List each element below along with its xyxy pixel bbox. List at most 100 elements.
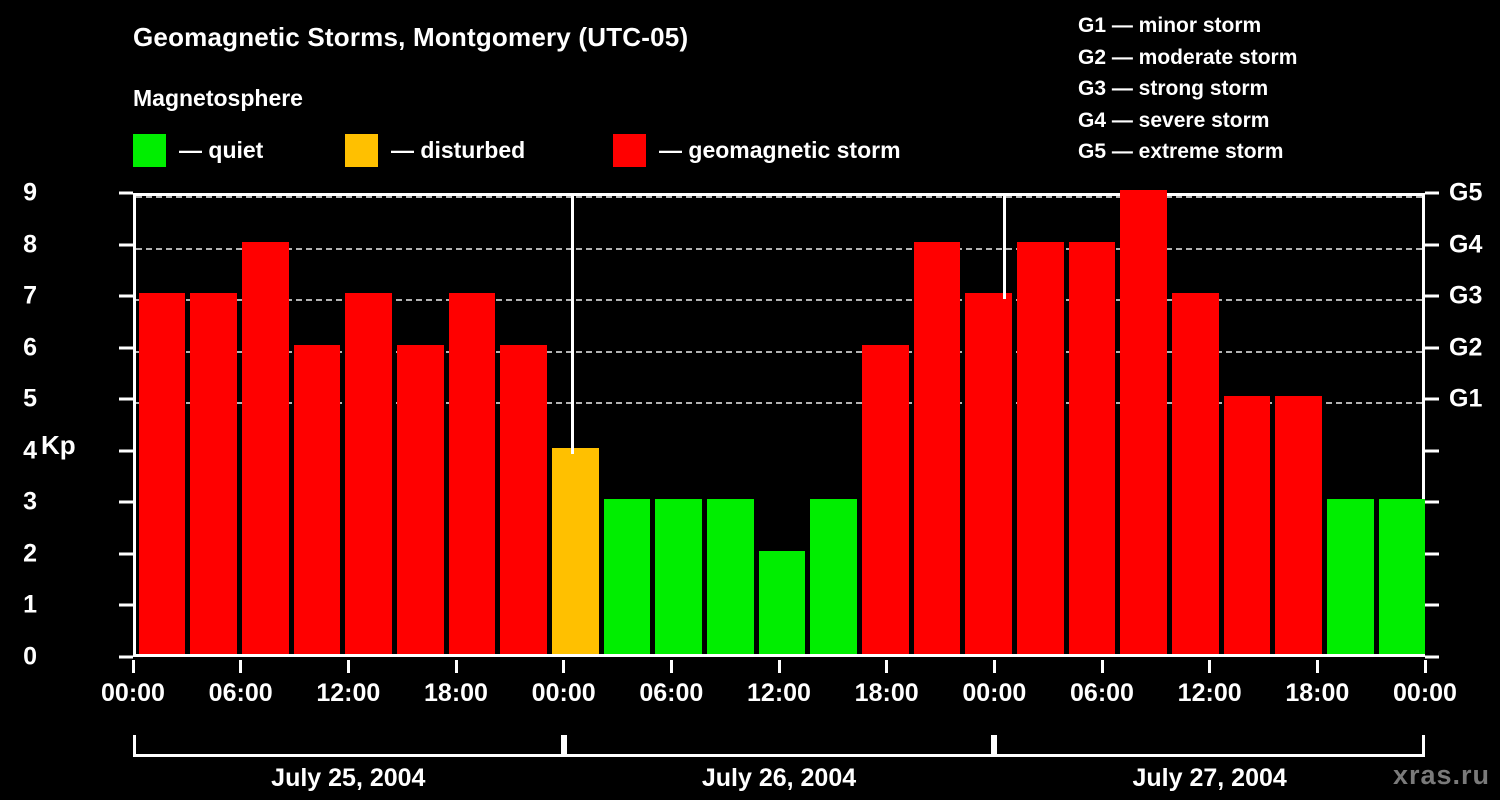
bar xyxy=(1017,241,1064,654)
date-bracket-2 xyxy=(563,735,995,757)
x-tick-mark-10 xyxy=(1208,660,1212,673)
x-tick-mark-0 xyxy=(131,660,135,673)
x-tick-label-1: 06:00 xyxy=(208,679,273,707)
y-tick-label-1: 1 xyxy=(23,590,37,619)
x-tick-mark-1 xyxy=(239,660,243,673)
g-minor-tick-kp-2 xyxy=(1425,552,1439,556)
y-tick-label-0: 0 xyxy=(23,642,37,671)
y-tick-label-2: 2 xyxy=(23,539,37,568)
date-axis: July 25, 2004 July 26, 2004 July 27, 2004 xyxy=(0,735,1500,800)
x-axis: 00:00 06:00 12:00 18:00 00:00 06:00 12:00 18:00… xyxy=(0,657,1500,717)
g-legend-row-2: G2 — moderate storm xyxy=(1078,45,1298,69)
g-tick-label-G2: G2 xyxy=(1449,333,1483,362)
bar xyxy=(1172,293,1219,654)
watermark: xras.ru xyxy=(1392,760,1490,790)
bar xyxy=(810,499,857,654)
gridline-kp-7 xyxy=(136,299,1422,302)
legend-entry-disturbed: — disturbed xyxy=(345,133,525,167)
bar xyxy=(706,499,754,654)
bar xyxy=(1327,499,1374,654)
g-tick-label-G5: G5 xyxy=(1449,178,1483,207)
y-tick-mark-9 xyxy=(119,191,133,195)
x-tick-label-4: 00:00 xyxy=(531,679,596,707)
bar xyxy=(500,344,547,654)
y-tick-label-8: 8 xyxy=(23,230,37,259)
g-tick-label-G1: G1 xyxy=(1449,384,1483,413)
bar xyxy=(913,241,961,654)
day-divider-1 xyxy=(571,196,574,454)
x-tick-mark-9 xyxy=(1100,660,1104,673)
y-tick-mark-5 xyxy=(119,397,133,401)
legend-entry-storm: — geomagnetic storm xyxy=(613,133,901,167)
x-tick-mark-11 xyxy=(1315,660,1319,673)
bar xyxy=(758,550,806,654)
g-tick-label-G3: G3 xyxy=(1449,281,1483,310)
x-tick-label-6: 12:00 xyxy=(747,679,811,707)
bar xyxy=(655,499,702,654)
legend-swatch-disturbed xyxy=(345,133,378,167)
chart-subtitle: Magnetosphere xyxy=(133,85,303,111)
g-legend-row-1: G1 — minor storm xyxy=(1078,14,1262,37)
y-tick-label-5: 5 xyxy=(23,384,37,413)
bar xyxy=(1120,190,1168,654)
bar xyxy=(1068,241,1116,654)
x-tick-label-12: 00:00 xyxy=(1393,679,1457,707)
y-tick-mark-0 xyxy=(119,655,133,659)
y-axis-right: G1 G2 G3 G4 G5 xyxy=(1425,0,1500,800)
x-tick-label-7: 18:00 xyxy=(854,679,919,707)
date-bracket-1 xyxy=(133,735,564,757)
y-axis-left: Kp 0 1 2 3 4 5 6 7 8 9 xyxy=(0,0,133,800)
y-tick-mark-8 xyxy=(119,243,133,247)
g-minor-tick-kp-1 xyxy=(1425,603,1439,607)
bar xyxy=(138,293,186,654)
legend-label-storm: — geomagnetic storm xyxy=(659,136,901,163)
x-tick-mark-7 xyxy=(885,660,889,673)
g-legend-row-5: G5 — extreme storm xyxy=(1078,140,1284,163)
x-tick-label-10: 12:00 xyxy=(1177,679,1242,707)
y-tick-mark-2 xyxy=(119,552,133,556)
date-bracket-3 xyxy=(994,735,1425,757)
g-scale-legend: G1 — minor storm G2 — moderate storm G3 — … xyxy=(1078,10,1297,168)
bar xyxy=(603,499,651,654)
x-tick-label-8: 00:00 xyxy=(962,679,1027,707)
g-legend-row-4: G4 — severe storm xyxy=(1078,108,1270,132)
x-tick-mark-2 xyxy=(346,660,350,673)
g-legend-row-3: G3 — strong storm xyxy=(1078,77,1269,100)
x-tick-mark-3 xyxy=(454,660,458,673)
y-tick-label-3: 3 xyxy=(23,487,37,516)
y-tick-label-4: 4 xyxy=(23,436,37,465)
bar xyxy=(965,293,1013,654)
date-label-3: July 27, 2004 xyxy=(1132,764,1287,792)
gridline-kp-8 xyxy=(136,247,1422,250)
bar xyxy=(1275,396,1323,654)
x-tick-label-5: 06:00 xyxy=(639,679,704,707)
bar xyxy=(190,293,237,654)
bar xyxy=(396,344,444,654)
bar xyxy=(1223,396,1271,654)
x-tick-mark-8 xyxy=(992,660,996,673)
y-axis-title: Kp xyxy=(41,430,76,460)
x-tick-label-9: 06:00 xyxy=(1070,679,1134,707)
page-title: Geomagnetic Storms, Montgomery (UTC-05) xyxy=(133,22,689,52)
g-minor-tick-kp-3 xyxy=(1425,500,1439,504)
bar xyxy=(241,241,289,654)
bar-series xyxy=(136,190,1426,654)
x-tick-label-3: 18:00 xyxy=(424,679,488,707)
gridline-kp-9 xyxy=(136,196,1422,198)
y-tick-label-7: 7 xyxy=(23,281,37,310)
bar xyxy=(551,447,599,654)
g-minor-tick-kp-4 xyxy=(1425,449,1439,453)
date-label-2: July 26, 2004 xyxy=(701,764,857,792)
legend-entry-quiet: — quiet xyxy=(133,133,263,167)
plot-inner xyxy=(136,190,1426,654)
bar xyxy=(862,344,909,654)
x-tick-label-0: 00:00 xyxy=(101,679,165,707)
x-tick-mark-12 xyxy=(1423,660,1427,673)
bar xyxy=(345,293,392,654)
g-minor-tick-kp-6 xyxy=(1425,346,1439,350)
x-tick-mark-4 xyxy=(562,660,566,673)
y-tick-mark-7 xyxy=(119,294,133,298)
x-tick-label-11: 18:00 xyxy=(1285,679,1350,707)
gridline-kp-6 xyxy=(136,350,1422,353)
